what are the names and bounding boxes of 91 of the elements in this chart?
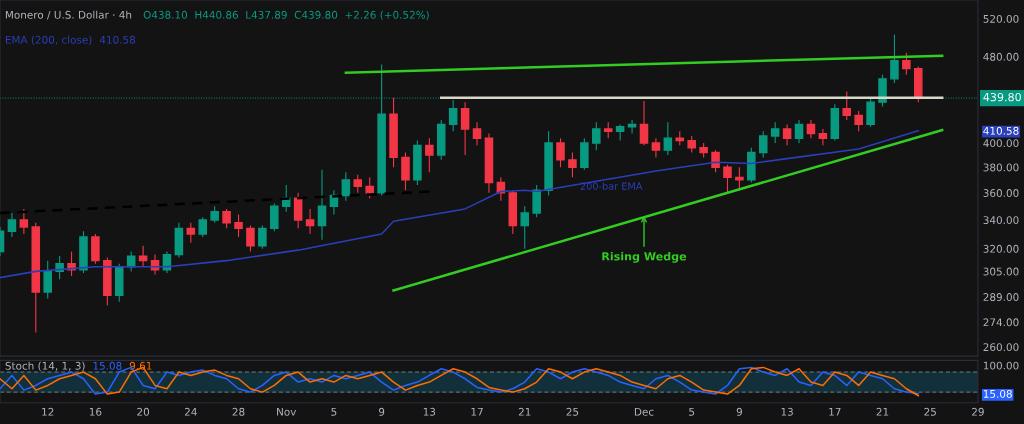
x-tick-label: Dec — [634, 407, 654, 416]
annotation: 410.58 — [99, 35, 136, 44]
candlestick — [818, 128, 828, 146]
candlestick — [854, 110, 863, 132]
x-tick-label: 9 — [378, 407, 385, 416]
candlestick — [460, 101, 470, 156]
y-tick-label: 100.00 — [983, 361, 1019, 370]
y-tick-label: 340.00 — [983, 216, 1019, 225]
candlestick — [258, 224, 267, 250]
x-tick-label: 25 — [566, 407, 579, 416]
line-series — [0, 129, 920, 279]
x-tick-label: 9 — [736, 407, 742, 416]
candlestick — [806, 119, 816, 139]
candlestick — [91, 233, 100, 265]
x-tick-label: 29 — [972, 407, 984, 416]
x-tick-label: 21 — [876, 407, 889, 416]
y-tick-label: 520.00 — [983, 14, 1019, 23]
x-tick-label: 5 — [331, 407, 337, 416]
candlestick — [138, 245, 148, 268]
candlestick — [592, 121, 601, 151]
candlestick — [651, 137, 661, 158]
x-tick-label: Nov — [277, 407, 297, 416]
text: Monero / U.S. Dollar · 4h — [5, 10, 132, 20]
candlestick — [568, 151, 577, 178]
x-tick-label: 21 — [518, 407, 531, 416]
x-tick-label: 28 — [232, 407, 245, 416]
candlestick — [615, 123, 625, 142]
candlestick — [758, 130, 768, 158]
candlestick — [472, 121, 482, 146]
candlestick — [198, 216, 208, 238]
y-tick-label: 480.00 — [983, 52, 1019, 61]
candlestick — [305, 208, 315, 235]
x-tick-label: 16 — [89, 407, 102, 416]
x-tick-label: 25 — [924, 407, 936, 416]
y-tick-label: 289.00 — [983, 293, 1019, 301]
text: EMA (200, close) — [5, 35, 92, 45]
x-tick-label: 13 — [781, 407, 793, 416]
candlestick — [43, 260, 52, 300]
x-tick-label: 24 — [184, 407, 197, 416]
candlestick — [341, 171, 351, 202]
chart-title: Stoch (14, 1, 3) — [5, 361, 85, 371]
candlestick — [842, 90, 852, 121]
candlestick — [234, 213, 243, 238]
x-tick-label: 13 — [423, 407, 436, 416]
x-tick-label: 20 — [137, 407, 150, 416]
text: O438.10 H440.86 L437.89 C439.80 +2.26 (+0.52%) — [143, 10, 429, 20]
y-tick-label: 360.00 — [983, 189, 1019, 197]
candlestick — [520, 205, 530, 250]
annotation: 200-bar EMA — [580, 182, 643, 190]
candlestick — [902, 52, 911, 76]
candlestick — [186, 222, 196, 244]
candlestick — [293, 192, 303, 229]
y-tick-label: 15.08 — [983, 389, 1012, 398]
candlestick — [270, 202, 279, 232]
candlestick — [663, 121, 673, 156]
ref-line-label: 439.80 — [983, 92, 1021, 102]
x-tick-label: 5 — [689, 407, 695, 416]
candlestick — [711, 149, 720, 173]
candlestick — [7, 212, 17, 238]
candlestick — [878, 74, 887, 108]
candlestick — [532, 184, 541, 218]
y-tick-label: 274.00 — [983, 318, 1019, 327]
candlestick — [353, 174, 363, 194]
y-tick-label: 380.00 — [983, 163, 1019, 172]
candlestick — [19, 208, 29, 235]
candlestick — [246, 224, 255, 253]
candlestick — [317, 169, 327, 241]
candlestick — [55, 255, 64, 280]
x-tick-label: 12 — [42, 407, 54, 416]
annotation: 15.08 — [93, 361, 122, 370]
candlestick — [639, 100, 649, 146]
candlestick — [401, 151, 410, 191]
candlestick — [448, 99, 458, 132]
candlestick — [770, 121, 780, 144]
candlestick — [866, 97, 875, 128]
y-tick-label: 400.00 — [983, 139, 1019, 148]
x-tick-label: 17 — [471, 407, 483, 416]
candlestick — [890, 33, 899, 84]
candlestick — [723, 164, 732, 194]
y-tick-label: 320.00 — [983, 244, 1019, 253]
y-tick-label: 305.00 — [983, 267, 1019, 276]
candlestick — [794, 119, 804, 144]
y-tick-label: 410.58 — [983, 126, 1019, 135]
candlestick — [782, 123, 792, 146]
annotation: Rising Wedge — [602, 251, 687, 263]
y-tick-label: 260.00 — [983, 343, 1019, 352]
candlestick — [556, 137, 565, 168]
x-tick-label: 17 — [829, 407, 841, 416]
candlestick — [425, 137, 434, 173]
candlestick — [365, 176, 374, 199]
candlestick — [222, 208, 231, 229]
